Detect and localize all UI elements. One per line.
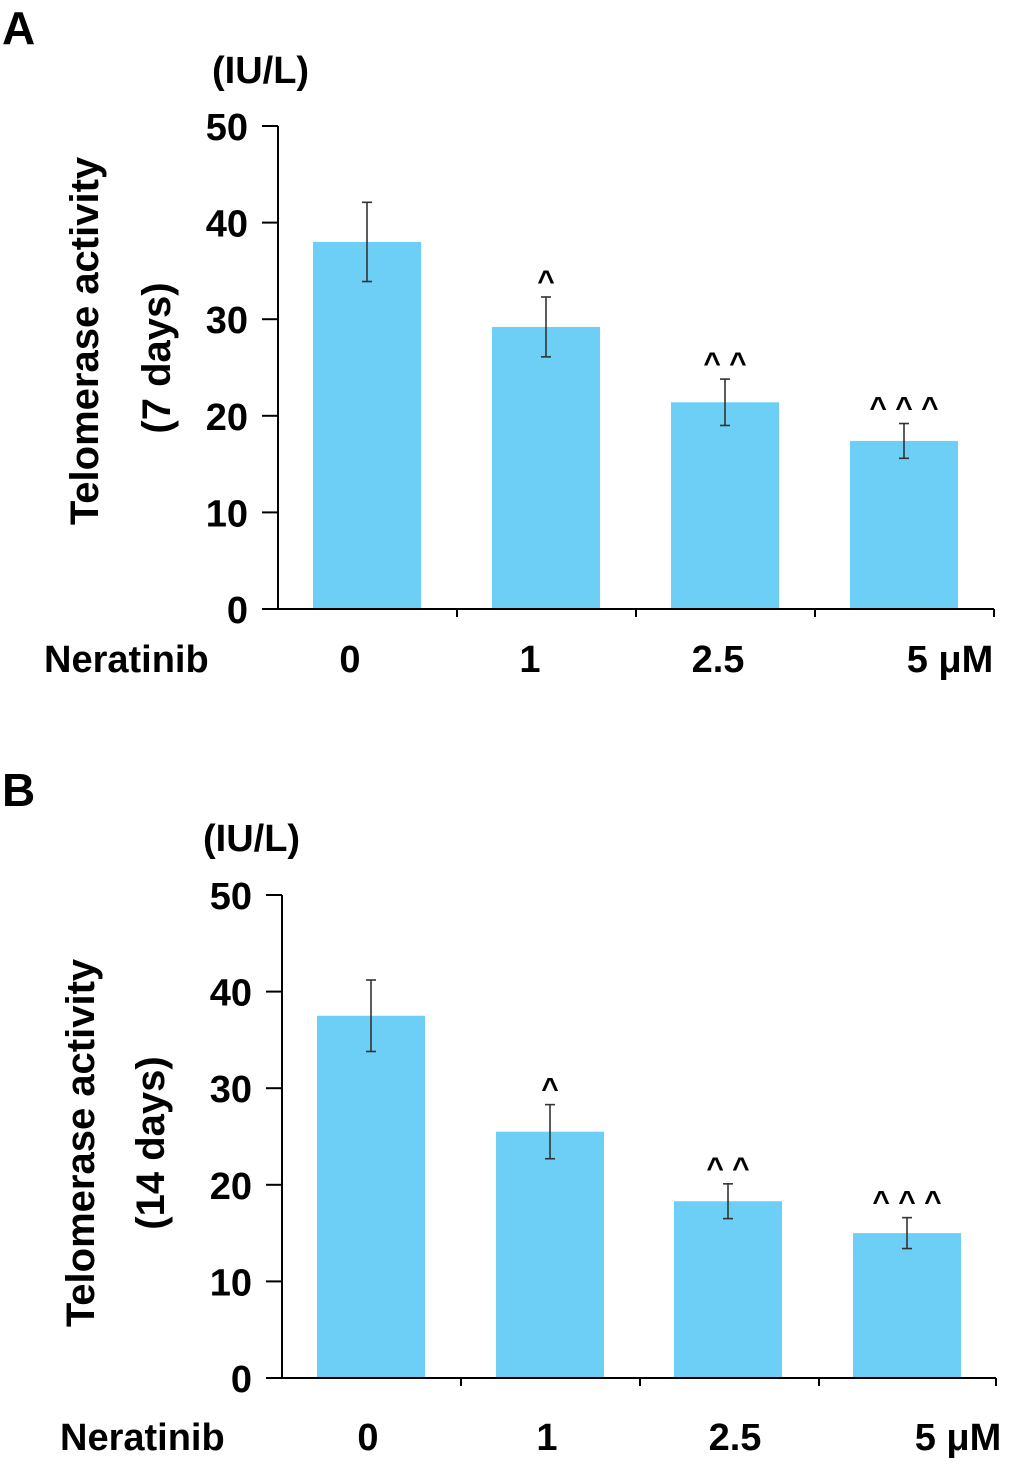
panel-b-bar-3 [853, 1233, 961, 1378]
panel-a-error-bar-0 [362, 201, 372, 283]
panel-b-ytick-label-4: 40 [210, 973, 252, 1015]
panel-b-ytick-label-1: 10 [210, 1262, 252, 1304]
panel-b-error-bar-0 [366, 979, 376, 1053]
panel-a-bar-1 [492, 326, 600, 609]
panel-b-ytick-label-5: 50 [210, 876, 252, 918]
panel-a-significance-3: ^ ^ ^ [869, 392, 938, 425]
panel-a-ytick-label-5: 50 [206, 107, 248, 149]
panel-b-category-label-1: 1 [536, 1417, 557, 1459]
panel-a-significance-1: ^ [537, 265, 555, 298]
panel-b-significance-3: ^ ^ ^ [872, 1186, 941, 1219]
panel-a-category-label-0: 0 [339, 639, 360, 681]
panel-b-unit-label: (IU/L) [203, 818, 300, 860]
panel-b: B (IU/L) Telomerase activity (14 days) N… [2, 764, 1001, 1459]
panel-b-significance-2: ^ ^ [706, 1152, 749, 1185]
panel-a-bar-2 [671, 402, 779, 609]
panel-b-ytick-label-2: 20 [210, 1166, 252, 1208]
panel-b-category-label-3: 5 μM [915, 1417, 1002, 1459]
panel-a-error-bar-2 [720, 378, 730, 427]
panel-a-error-bar-1 [541, 296, 551, 358]
panel-a-ytick-label-3: 30 [206, 300, 248, 342]
panel-b-category-label-0: 0 [357, 1417, 378, 1459]
panel-b-category-label-2: 2.5 [709, 1417, 762, 1459]
panel-a-category-label-1: 1 [519, 639, 540, 681]
panel-a-significance-2: ^ ^ [703, 347, 746, 380]
panel-b-bar-2 [674, 1201, 782, 1378]
panel-a-ytick-label-1: 10 [206, 493, 248, 535]
panel-b-error-bar-3 [902, 1216, 912, 1250]
panel-a-letter: A [2, 2, 35, 54]
panel-a-bar-3 [850, 440, 958, 609]
panel-b-error-bar-2 [723, 1183, 733, 1220]
panel-b-ytick-label-0: 0 [231, 1359, 252, 1401]
panel-a-category-label-2: 2.5 [692, 639, 745, 681]
panel-b-bar-0 [317, 1015, 425, 1378]
panel-a-unit-label: (IU/L) [212, 50, 309, 92]
panel-a-ylabel-line-1: Telomerase activity [63, 156, 107, 525]
panel-b-ytick-label-3: 30 [210, 1069, 252, 1111]
panel-a-ytick-label-0: 0 [227, 590, 248, 632]
panel-a-ytick-label-2: 20 [206, 397, 248, 439]
panel-a-error-bar-3 [899, 422, 909, 460]
panel-a-category-label-3: 5 μM [907, 639, 994, 681]
panel-b-error-bar-1 [545, 1103, 555, 1160]
panel-b-xlabel: Neratinib [60, 1417, 225, 1459]
panel-a-bar-0 [313, 241, 421, 610]
panel-b-letter: B [2, 764, 35, 816]
panel-b-bar-1 [496, 1131, 604, 1378]
panel-b-plot-area: ^ ^ ^ ^ ^ ^ 0 10 20 30 40 50 0 1 2.5 5 μM [210, 876, 1002, 1459]
panel-a-xlabel: Neratinib [44, 639, 209, 681]
panel-a-ylabel-line-2: (7 days) [135, 282, 179, 433]
panel-a-plot-area: ^ ^ ^ ^ ^ ^ 0 10 20 30 40 50 0 1 2.5 5 μM [206, 107, 995, 681]
panel-b-significance-1: ^ [541, 1073, 559, 1106]
panel-a: A (IU/L) Telomerase activity (7 days) Ne… [2, 2, 995, 681]
panel-a-ytick-label-4: 40 [206, 204, 248, 246]
panel-b-ylabel-line-2: (14 days) [129, 1056, 173, 1229]
panel-b-ylabel-line-1: Telomerase activity [59, 958, 103, 1327]
